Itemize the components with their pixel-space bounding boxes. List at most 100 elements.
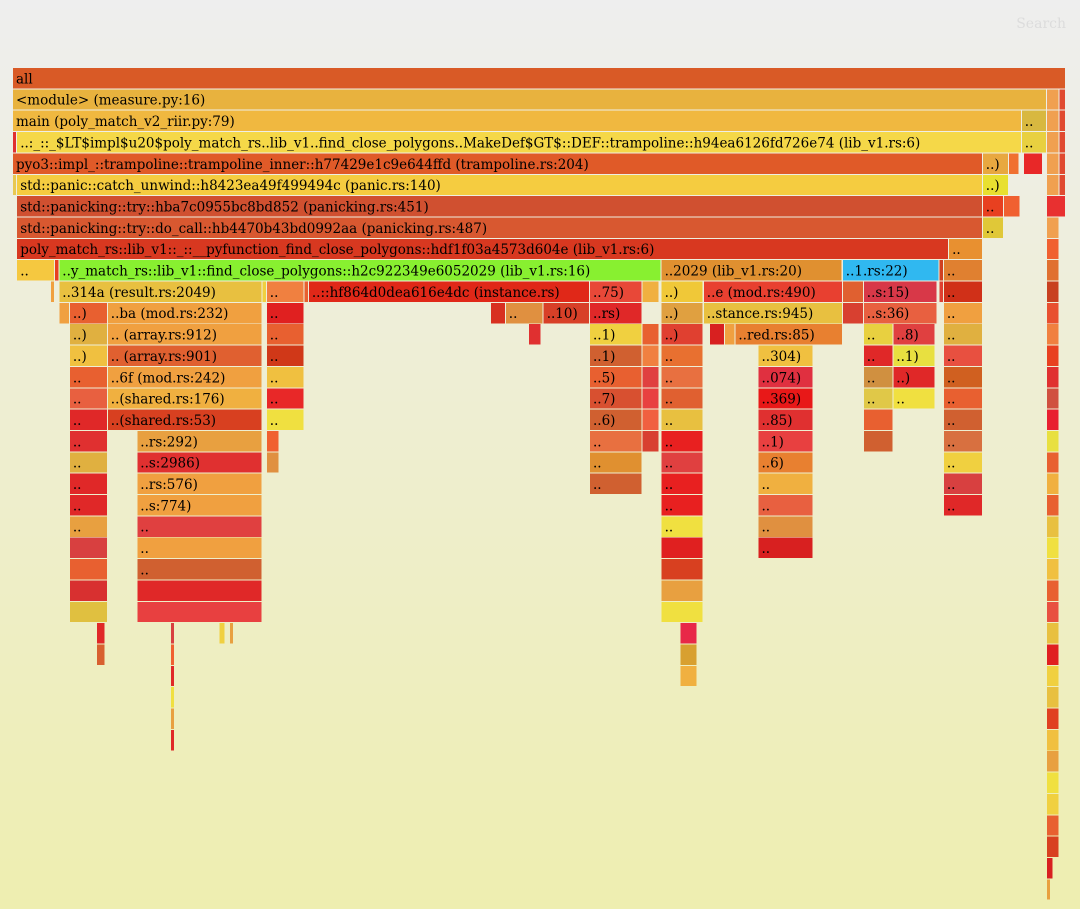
flame-frame-rect[interactable] [1009, 153, 1019, 174]
flame-frame-rect[interactable] [893, 388, 935, 409]
flame-frame-rect[interactable] [69, 409, 107, 430]
flame-frame-rect[interactable] [1047, 772, 1059, 793]
flame-frame-rect[interactable] [1047, 174, 1059, 196]
flame-frame-rect[interactable] [137, 452, 262, 473]
flame-frame-rect[interactable] [491, 302, 505, 324]
flame-frame-rect[interactable] [107, 345, 262, 366]
flame-frame-rect[interactable] [1047, 858, 1053, 879]
flame-frame[interactable]: .. [661, 431, 703, 452]
flame-frame-rect[interactable] [863, 431, 893, 452]
flame-frame[interactable] [304, 281, 308, 302]
flame-frame-rect[interactable] [1047, 217, 1059, 238]
flame-frame[interactable]: .. [982, 196, 1003, 217]
flame-frame-rect[interactable] [758, 431, 813, 452]
flame-frame[interactable]: ..6f (mod.rs:242) [107, 366, 262, 388]
flame-frame[interactable]: .. [266, 281, 304, 302]
flame-frame[interactable] [1047, 452, 1059, 473]
flame-frame[interactable]: ..rs) [590, 302, 642, 324]
flame-frame[interactable] [1047, 772, 1059, 793]
flame-frame[interactable]: ..red.rs:85) [735, 324, 842, 345]
flame-frame-rect[interactable] [939, 260, 943, 281]
flame-frame[interactable] [170, 665, 175, 687]
flame-frame[interactable] [1047, 473, 1059, 495]
flame-frame[interactable]: ..1) [590, 324, 642, 345]
flame-frame-rect[interactable] [661, 324, 703, 345]
flame-frame[interactable]: ..) [661, 324, 703, 345]
flame-frame-rect[interactable] [590, 345, 642, 366]
flame-frame-rect[interactable] [863, 409, 893, 430]
flame-frame[interactable] [642, 324, 659, 345]
flame-frame[interactable]: ..:_::_$LT$impl$u20$poly_match_rs..lib_v… [17, 132, 1021, 153]
flame-frame[interactable] [170, 644, 175, 665]
flame-frame[interactable]: .. [661, 473, 703, 495]
flame-frame-rect[interactable] [1047, 366, 1059, 388]
flame-frame[interactable]: ..) [982, 174, 1009, 196]
flame-frame-rect[interactable] [943, 302, 982, 324]
flame-frame-rect[interactable] [661, 495, 703, 516]
flame-frame-rect[interactable] [69, 366, 107, 388]
flame-frame-rect[interactable] [13, 153, 982, 174]
flame-frame-rect[interactable] [680, 623, 697, 644]
flame-frame[interactable] [642, 281, 659, 302]
flame-frame-rect[interactable] [1047, 153, 1059, 174]
flame-frame-rect[interactable] [893, 366, 935, 388]
flame-frame-rect[interactable] [69, 473, 107, 495]
flame-frame-rect[interactable] [1059, 89, 1065, 110]
flame-frame-rect[interactable] [710, 324, 724, 345]
flame-frame[interactable] [1047, 388, 1059, 409]
flame-frame[interactable]: .. [266, 366, 304, 388]
flame-frame-rect[interactable] [982, 153, 1009, 174]
flame-frame-rect[interactable] [13, 110, 1021, 132]
flame-frame-rect[interactable] [107, 302, 262, 324]
flame-frame-rect[interactable] [982, 217, 1003, 238]
flame-frame[interactable]: .. [758, 537, 813, 559]
flame-frame[interactable] [1047, 836, 1059, 857]
flame-frame-rect[interactable] [308, 281, 590, 302]
flame-frame[interactable]: ..) [69, 302, 107, 324]
flame-frame-rect[interactable] [943, 345, 982, 366]
flame-frame[interactable]: .. [661, 388, 703, 409]
flame-frame[interactable]: std::panicking::try::hba7c0955bc8bd852 (… [17, 196, 982, 217]
flame-frame-rect[interactable] [69, 559, 107, 580]
flame-frame[interactable] [1059, 110, 1065, 132]
flame-frame[interactable]: ..(shared.rs:53) [107, 409, 262, 430]
flame-frame-rect[interactable] [17, 260, 55, 281]
flame-frame-rect[interactable] [59, 281, 262, 302]
flame-frame-rect[interactable] [1047, 345, 1059, 366]
flame-frame[interactable]: .. [137, 516, 262, 537]
flame-frame[interactable] [13, 174, 17, 196]
flame-frame[interactable] [1047, 793, 1059, 815]
flame-frame[interactable]: .. [661, 516, 703, 537]
flame-frame-rect[interactable] [1047, 793, 1059, 815]
flame-frame-rect[interactable] [266, 388, 304, 409]
flame-frame-rect[interactable] [703, 302, 842, 324]
flame-frame-rect[interactable] [1059, 132, 1065, 153]
flame-frame-rect[interactable] [1047, 751, 1059, 772]
flame-frame-rect[interactable] [661, 559, 703, 580]
flame-frame[interactable] [1047, 879, 1051, 900]
flame-frame[interactable]: .. [943, 302, 982, 324]
flame-frame[interactable]: .. [982, 217, 1003, 238]
flame-frame-rect[interactable] [97, 644, 105, 665]
flame-frame[interactable]: ..stance.rs:945) [703, 302, 842, 324]
flame-frame[interactable]: ..) [69, 345, 107, 366]
flame-frame-rect[interactable] [590, 324, 642, 345]
flame-frame-rect[interactable] [661, 409, 703, 430]
flame-frame-rect[interactable] [1047, 836, 1059, 857]
flame-frame[interactable] [1047, 260, 1059, 281]
flame-frame[interactable] [1047, 687, 1059, 708]
flame-frame-rect[interactable] [266, 409, 304, 430]
flame-frame[interactable] [69, 580, 107, 601]
flame-frame[interactable] [842, 281, 863, 302]
flame-frame-rect[interactable] [943, 281, 982, 302]
flame-frame-rect[interactable] [642, 324, 659, 345]
flame-frame-rect[interactable] [680, 665, 697, 687]
flame-frame[interactable] [1047, 495, 1059, 516]
flame-frame-rect[interactable] [703, 281, 842, 302]
flame-frame-rect[interactable] [842, 260, 939, 281]
flame-frame[interactable] [1047, 729, 1059, 751]
flame-frame-rect[interactable] [680, 644, 697, 665]
flame-frame-rect[interactable] [590, 366, 642, 388]
flame-frame-rect[interactable] [943, 473, 982, 495]
flame-frame[interactable] [13, 132, 17, 153]
